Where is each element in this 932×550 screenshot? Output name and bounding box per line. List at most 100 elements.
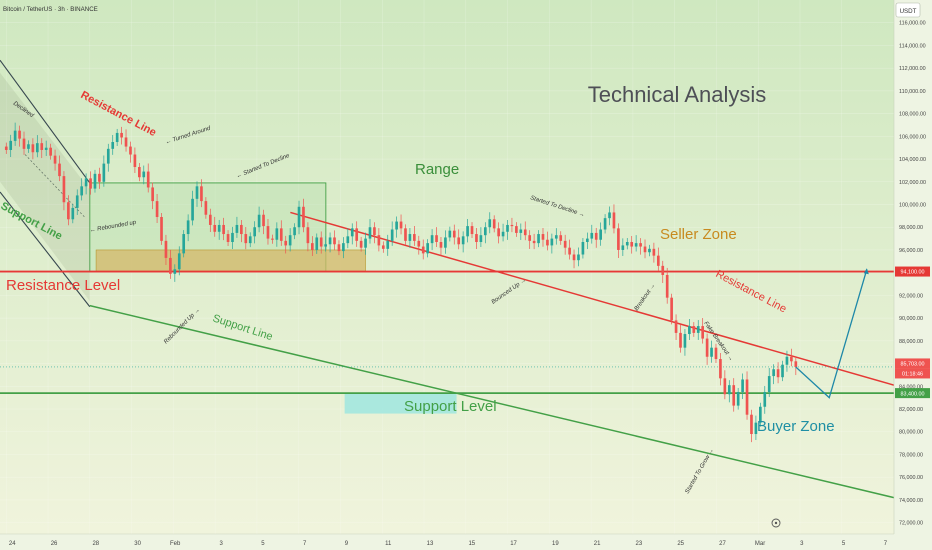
candle[interactable] xyxy=(457,229,461,250)
candle[interactable] xyxy=(328,232,332,253)
candle[interactable] xyxy=(49,143,52,160)
candle[interactable] xyxy=(271,234,274,244)
candle[interactable] xyxy=(723,370,727,400)
candle[interactable] xyxy=(182,230,186,258)
candle[interactable] xyxy=(350,223,354,245)
candle[interactable] xyxy=(106,143,110,172)
candle[interactable] xyxy=(186,214,190,242)
candle[interactable] xyxy=(563,234,567,255)
candle[interactable] xyxy=(692,322,696,337)
candle[interactable] xyxy=(53,149,57,171)
candle[interactable] xyxy=(581,238,585,259)
candle[interactable] xyxy=(426,239,429,258)
candle[interactable] xyxy=(266,219,270,245)
candle[interactable] xyxy=(612,204,616,234)
candle[interactable] xyxy=(253,221,256,244)
candle[interactable] xyxy=(195,181,199,207)
candle[interactable] xyxy=(417,235,421,255)
candle[interactable] xyxy=(794,356,798,376)
candle[interactable] xyxy=(373,222,376,244)
candle[interactable] xyxy=(160,213,163,245)
candle[interactable] xyxy=(377,228,381,252)
candle[interactable] xyxy=(594,227,598,248)
candle[interactable] xyxy=(138,163,141,182)
candle[interactable] xyxy=(421,239,425,260)
candle[interactable] xyxy=(767,368,771,397)
candle[interactable] xyxy=(284,235,288,254)
candle[interactable] xyxy=(776,362,780,384)
candle[interactable] xyxy=(652,242,656,263)
candle[interactable] xyxy=(359,236,363,252)
candle[interactable] xyxy=(790,348,793,367)
candle[interactable] xyxy=(696,320,700,340)
candle[interactable] xyxy=(93,169,97,193)
candle[interactable] xyxy=(452,224,456,245)
candle[interactable] xyxy=(608,206,611,226)
candle[interactable] xyxy=(40,138,44,159)
candle[interactable] xyxy=(523,221,527,241)
candle[interactable] xyxy=(18,125,21,147)
candle[interactable] xyxy=(399,214,403,235)
candle[interactable] xyxy=(448,226,452,242)
candle[interactable] xyxy=(191,190,194,226)
candle[interactable] xyxy=(745,371,749,420)
candle[interactable] xyxy=(461,231,465,253)
candle[interactable] xyxy=(625,238,629,250)
candle[interactable] xyxy=(381,241,385,253)
candle[interactable] xyxy=(435,227,438,248)
candle[interactable] xyxy=(315,233,319,254)
candle[interactable] xyxy=(408,228,412,248)
candle[interactable] xyxy=(537,230,540,248)
candle[interactable] xyxy=(208,208,212,233)
candle[interactable] xyxy=(80,178,84,201)
candle[interactable] xyxy=(754,415,758,441)
candle[interactable] xyxy=(759,402,762,427)
candle[interactable] xyxy=(204,197,208,219)
candle[interactable] xyxy=(439,237,443,256)
candle[interactable] xyxy=(4,142,8,154)
candle[interactable] xyxy=(390,221,394,246)
candle[interactable] xyxy=(617,223,620,259)
candle[interactable] xyxy=(785,350,789,372)
candle[interactable] xyxy=(226,230,230,246)
candle[interactable] xyxy=(621,238,625,256)
candle[interactable] xyxy=(572,249,576,269)
candle[interactable] xyxy=(639,238,642,255)
candle[interactable] xyxy=(111,134,115,155)
candle[interactable] xyxy=(665,267,669,304)
candle[interactable] xyxy=(590,224,594,244)
candle[interactable] xyxy=(479,227,483,248)
candle[interactable] xyxy=(75,189,79,215)
candle[interactable] xyxy=(217,219,221,240)
candle[interactable] xyxy=(705,333,709,365)
candle[interactable] xyxy=(164,234,168,265)
candle[interactable] xyxy=(98,167,101,189)
candle[interactable] xyxy=(84,173,88,195)
candle[interactable] xyxy=(763,385,767,414)
candle[interactable] xyxy=(519,223,523,240)
candle[interactable] xyxy=(515,222,518,237)
candle[interactable] xyxy=(142,165,146,185)
candle[interactable] xyxy=(275,222,279,247)
candle[interactable] xyxy=(368,219,372,244)
candle[interactable] xyxy=(288,228,292,252)
candle[interactable] xyxy=(475,228,478,250)
candle[interactable] xyxy=(430,229,434,251)
candle[interactable] xyxy=(293,223,296,240)
candle[interactable] xyxy=(559,231,563,245)
time-axis[interactable]: 24 26 28 30 Feb 3 5 7 9 11 13 15 17 19 21 23 25 27 Mar 3 5 7 xyxy=(0,533,894,550)
candle[interactable] xyxy=(603,214,607,234)
candle[interactable] xyxy=(146,163,150,193)
candle[interactable] xyxy=(670,293,673,325)
candle[interactable] xyxy=(200,179,203,208)
candle[interactable] xyxy=(22,131,26,155)
candle[interactable] xyxy=(129,141,132,163)
candle[interactable] xyxy=(772,364,775,385)
candle[interactable] xyxy=(297,200,301,235)
candle[interactable] xyxy=(342,237,345,259)
candle[interactable] xyxy=(674,314,678,340)
candle[interactable] xyxy=(599,222,602,246)
candle[interactable] xyxy=(302,198,305,233)
